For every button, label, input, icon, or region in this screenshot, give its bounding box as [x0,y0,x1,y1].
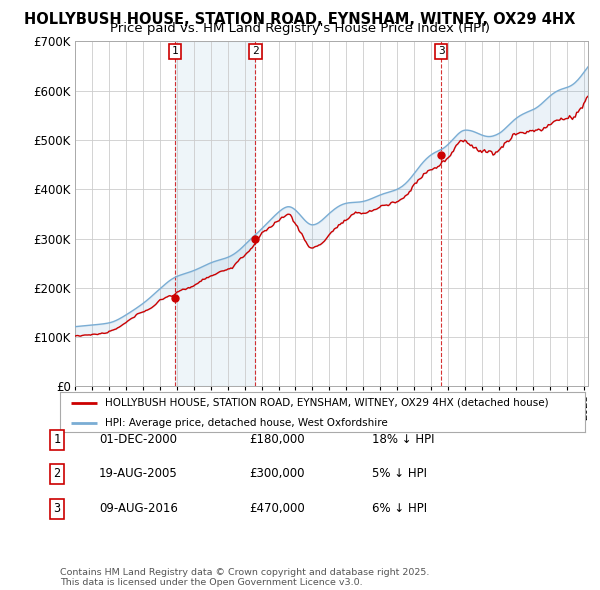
Text: £180,000: £180,000 [249,433,305,446]
Text: 19-AUG-2005: 19-AUG-2005 [99,467,178,480]
Text: £470,000: £470,000 [249,502,305,515]
Text: 1: 1 [172,47,179,57]
Text: 2: 2 [53,467,61,480]
Text: Price paid vs. HM Land Registry's House Price Index (HPI): Price paid vs. HM Land Registry's House … [110,22,490,35]
Text: HOLLYBUSH HOUSE, STATION ROAD, EYNSHAM, WITNEY, OX29 4HX (detached house): HOLLYBUSH HOUSE, STATION ROAD, EYNSHAM, … [104,398,548,408]
Text: 18% ↓ HPI: 18% ↓ HPI [372,433,434,446]
Text: 2: 2 [252,47,259,57]
Text: 1: 1 [53,433,61,446]
Text: 3: 3 [53,502,61,515]
Text: 6% ↓ HPI: 6% ↓ HPI [372,502,427,515]
Text: Contains HM Land Registry data © Crown copyright and database right 2025.
This d: Contains HM Land Registry data © Crown c… [60,568,430,587]
Text: 01-DEC-2000: 01-DEC-2000 [99,433,177,446]
Text: HPI: Average price, detached house, West Oxfordshire: HPI: Average price, detached house, West… [104,418,388,428]
Text: HOLLYBUSH HOUSE, STATION ROAD, EYNSHAM, WITNEY, OX29 4HX: HOLLYBUSH HOUSE, STATION ROAD, EYNSHAM, … [25,12,575,27]
Text: 5% ↓ HPI: 5% ↓ HPI [372,467,427,480]
Text: 3: 3 [438,47,445,57]
Bar [175,41,256,386]
Text: £300,000: £300,000 [249,467,305,480]
Text: 09-AUG-2016: 09-AUG-2016 [99,502,178,515]
